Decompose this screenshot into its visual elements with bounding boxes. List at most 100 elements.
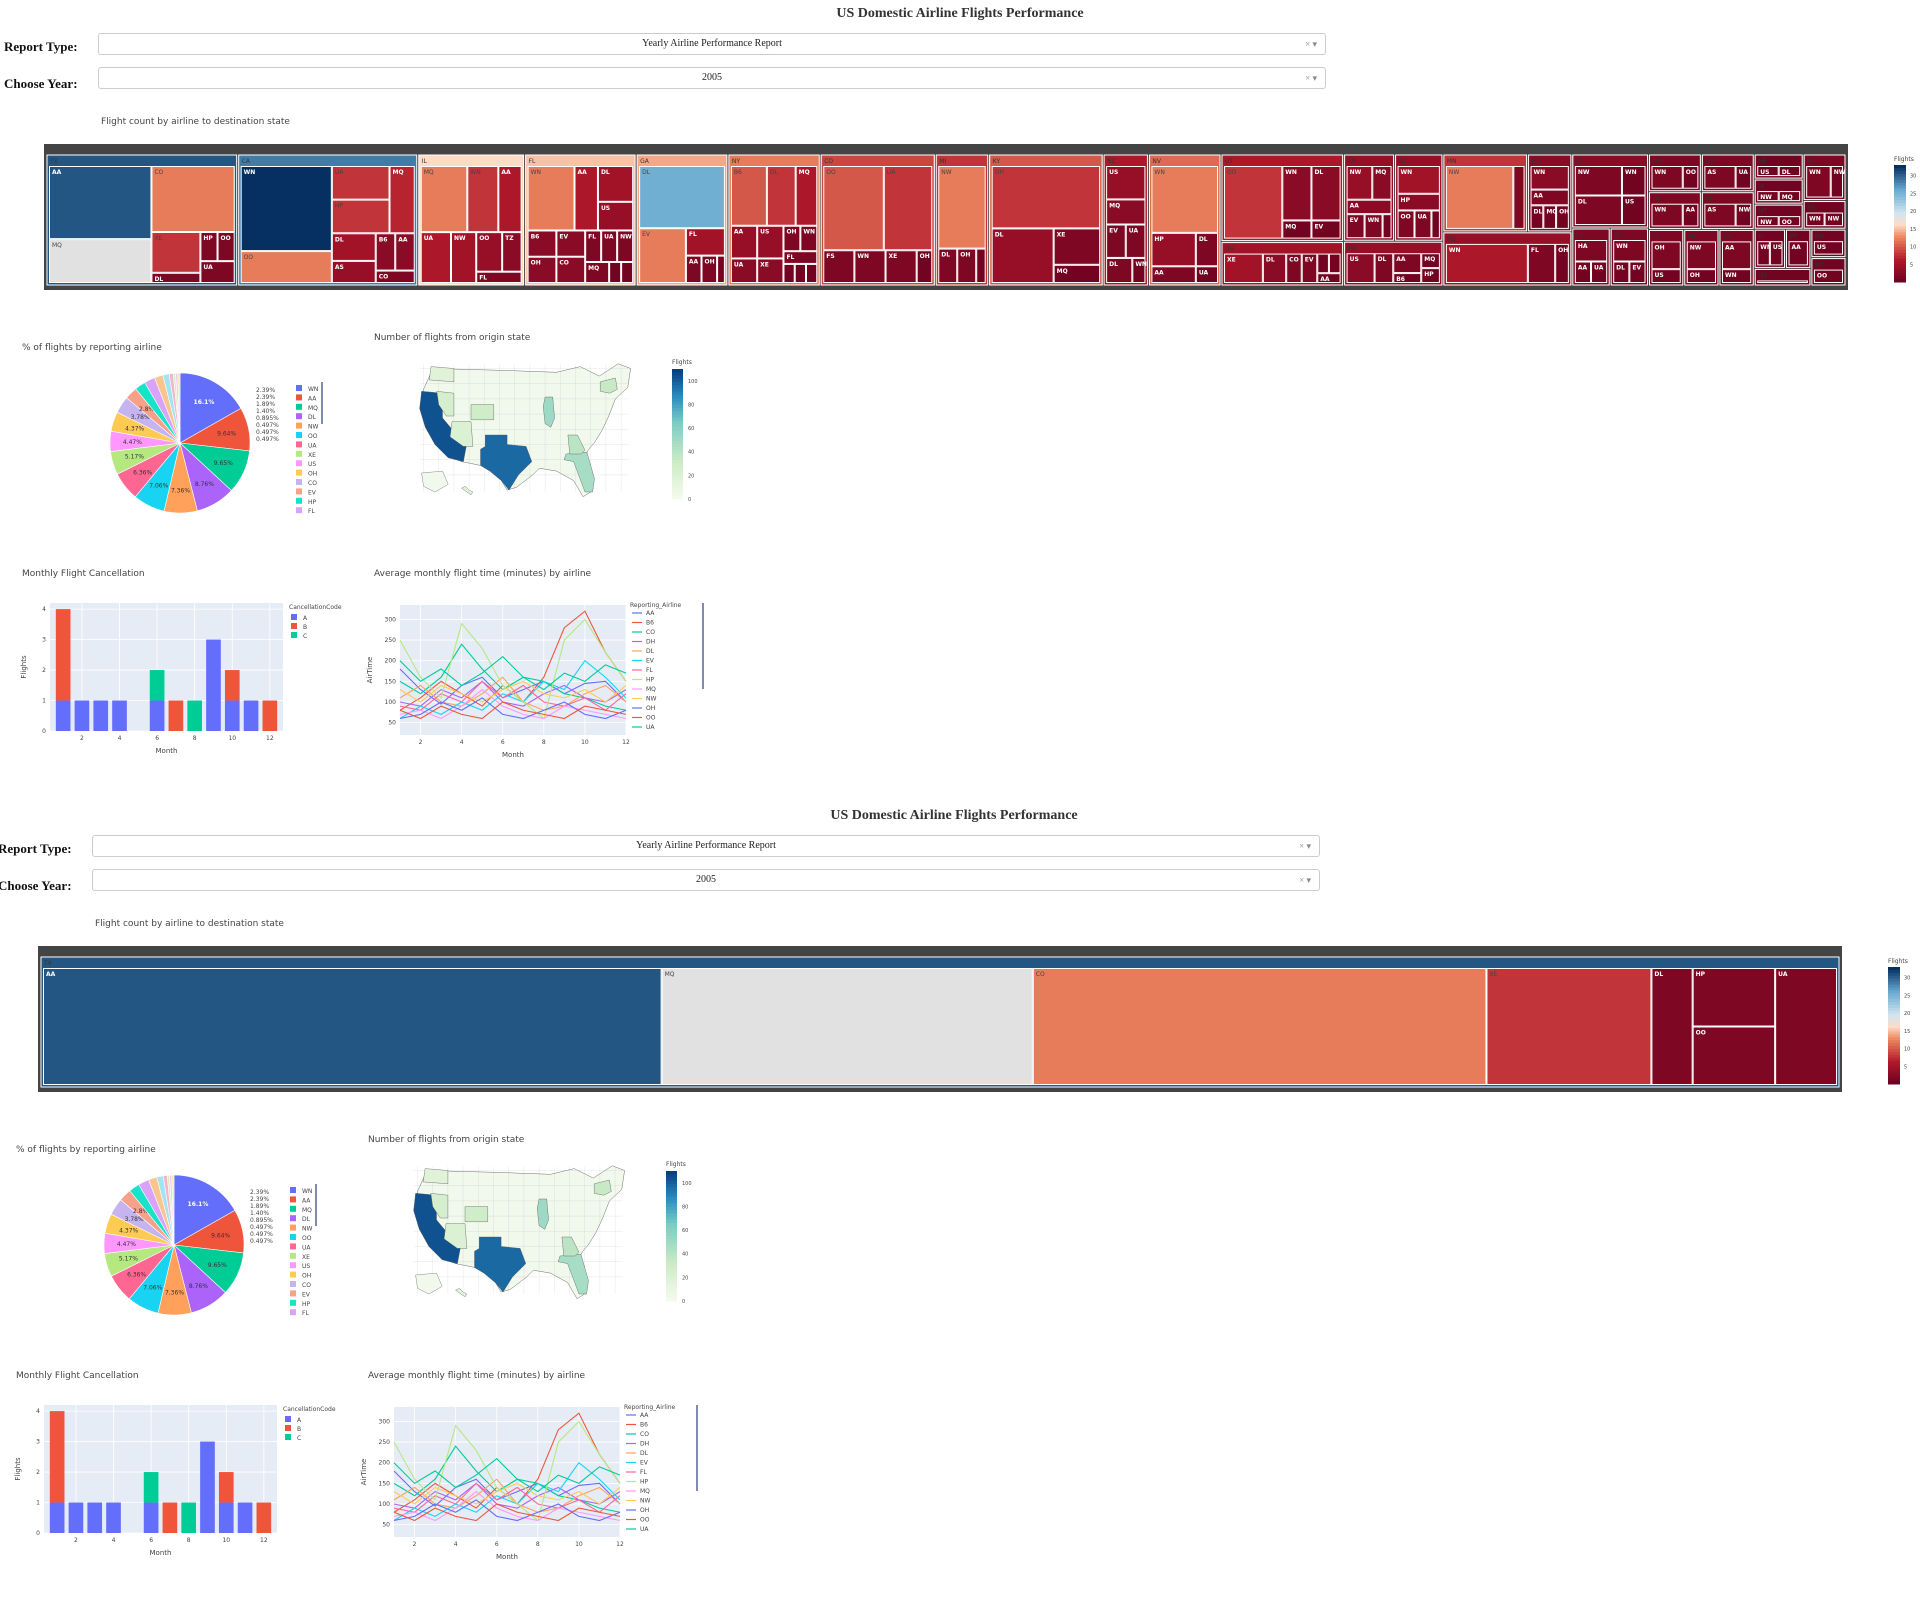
choropleth-map[interactable]: Flights 0 20 40 60 80 100 [410, 355, 730, 525]
treemap-state [1572, 154, 1649, 228]
map-colorbar-step [672, 408, 683, 412]
bar-legend-swatch [291, 623, 297, 629]
treemap-tile [1364, 214, 1383, 239]
treemap-tile-label: DL [995, 231, 1004, 238]
bar-legend-label: A [303, 615, 308, 622]
treemap-state-label: LA [1576, 158, 1584, 165]
line-legend-label: OO [646, 715, 656, 722]
line-legend-label: OH [646, 705, 655, 712]
treemap-tile [1414, 210, 1432, 239]
map-colorbar-step [672, 427, 683, 432]
treemap-tile [1721, 241, 1752, 270]
treemap-tile-label: WN [1368, 217, 1380, 224]
pie-outside-label: 0.895% [256, 415, 279, 422]
treemap-tile [1556, 205, 1569, 229]
map-colorbar-step [672, 388, 683, 393]
treemap-tile [1621, 166, 1646, 196]
treemap-tile-label: DL [1616, 265, 1625, 272]
treemap-tile [1106, 224, 1126, 258]
choose-year-value: 2005 [696, 874, 716, 885]
treemap-colorbar-step [1888, 984, 1900, 988]
clear-icon[interactable]: × [1305, 39, 1311, 49]
pie-legend-swatch [290, 1262, 296, 1269]
treemap-tile-label: B6 [531, 233, 540, 240]
bar-A-month-2 [68, 1502, 84, 1533]
treemap-tile-label: WN [470, 169, 480, 176]
treemap-state-label: FL [529, 158, 536, 165]
treemap-tile [1530, 166, 1569, 190]
treemap-tile-label: OO [1696, 1030, 1706, 1037]
treemap-tile-label: OO [1401, 213, 1411, 220]
bar-title: Monthly Flight Cancellation [16, 1371, 139, 1381]
pie-slice-label: 4.37% [119, 1227, 138, 1234]
line-title: Average monthly flight time (minutes) by… [374, 569, 592, 579]
treemap-tile-label: OH [889, 228, 899, 235]
pie-chart[interactable]: 16.1% 9.64% 9.65% 8.76% 7.36%7.06% 6.36% 5.17%… [74, 1162, 414, 1362]
pie-slice-label: 16.1% [188, 1201, 209, 1208]
map-colorbar-step [672, 424, 683, 428]
clear-icon[interactable]: × [1305, 73, 1311, 83]
treemap-colorbar-step [1888, 996, 1900, 1000]
treemap-tile [1543, 205, 1557, 229]
treemap-state-label: MS [1758, 272, 1767, 279]
choose-year-dropdown[interactable]: 2005 × ▾ [92, 869, 1320, 891]
treemap-state-label: AL [1614, 232, 1622, 239]
treemap-tile-label: UA [1778, 971, 1788, 978]
treemap-tile-label: OO [1817, 273, 1827, 280]
treemap-colorbar-step [1888, 1016, 1900, 1021]
pie-legend-swatch [290, 1252, 296, 1259]
treemap-state-label: UT [1225, 158, 1233, 165]
treemap-tile [1613, 261, 1630, 283]
treemap-tile [1278, 166, 1307, 239]
pie-legend-swatch [296, 460, 302, 467]
treemap-tile-label: OH [531, 260, 541, 267]
treemap-tile-label: CO [1227, 169, 1236, 176]
line-chart[interactable]: 50 100 150 200 250 300 2 4 6 8 10 12 Month AirTime Rep… [354, 1397, 714, 1567]
line-x-tick: 4 [460, 739, 464, 746]
treemap-tile-label: XE [1057, 231, 1066, 238]
choose-year-dropdown[interactable]: 2005 × ▾ [98, 67, 1326, 89]
treemap-tile-label: XE [1227, 257, 1236, 264]
clear-icon[interactable]: × [1299, 875, 1305, 885]
treemap-tile-label: WN [803, 229, 815, 236]
treemap-tile-label: MQ [424, 169, 434, 176]
report-type-value: Yearly Airline Performance Report [636, 840, 776, 851]
treemap-tile [1301, 253, 1318, 283]
pie-chart[interactable]: 16.1% 9.64% 9.65% 8.76% 7.36%7.06% 6.36% 5.17%… [80, 360, 420, 560]
treemap-tile [1311, 220, 1341, 239]
treemap-tile [1151, 232, 1196, 267]
treemap-tile-label: US [601, 205, 610, 212]
treemap-state-label: NY [732, 158, 740, 165]
treemap-state [1443, 232, 1572, 286]
pie-legend-swatch [296, 394, 302, 401]
treemap-state-label: MA [1348, 245, 1358, 252]
chevron-down-icon[interactable]: ▾ [1312, 39, 1317, 49]
treemap-tile-label: US [1109, 169, 1118, 176]
pie-slice-label: 3.78% [125, 1216, 144, 1223]
treemap-tile [1621, 195, 1646, 225]
treemap-tile-label: UA [1541, 247, 1551, 254]
chevron-down-icon[interactable]: ▾ [1306, 841, 1311, 851]
clear-icon[interactable]: × [1299, 841, 1305, 851]
chevron-down-icon[interactable]: ▾ [1306, 875, 1311, 885]
treemap-tile [805, 263, 818, 283]
report-type-dropdown[interactable]: Yearly Airline Performance Report × ▾ [92, 835, 1320, 857]
map-colorbar-step [672, 469, 683, 474]
treemap-tile-label: UA [912, 267, 922, 274]
treemap-tile [976, 248, 986, 284]
report-type-dropdown[interactable]: Yearly Airline Performance Report × ▾ [98, 33, 1326, 55]
line-chart[interactable]: 50 100 150 200 250 300 2 4 6 8 10 12 Month AirTime Rep… [360, 595, 720, 765]
treemap-tile [823, 166, 870, 225]
map-colorbar-step [666, 1258, 677, 1263]
chevron-down-icon[interactable]: ▾ [1312, 73, 1317, 83]
bar-A-month-3 [93, 700, 109, 731]
choropleth-map[interactable]: Flights 0 20 40 60 80 100 [404, 1157, 724, 1327]
pie-outside-label: 0.497% [256, 422, 279, 429]
line-series-DH [399, 680, 627, 707]
map-colorbar-step [666, 1180, 677, 1185]
pie-slice-label: 4.47% [117, 1241, 136, 1248]
treemap-tile-label: US [1773, 244, 1782, 251]
treemap-tile-label: EV [1350, 217, 1359, 224]
